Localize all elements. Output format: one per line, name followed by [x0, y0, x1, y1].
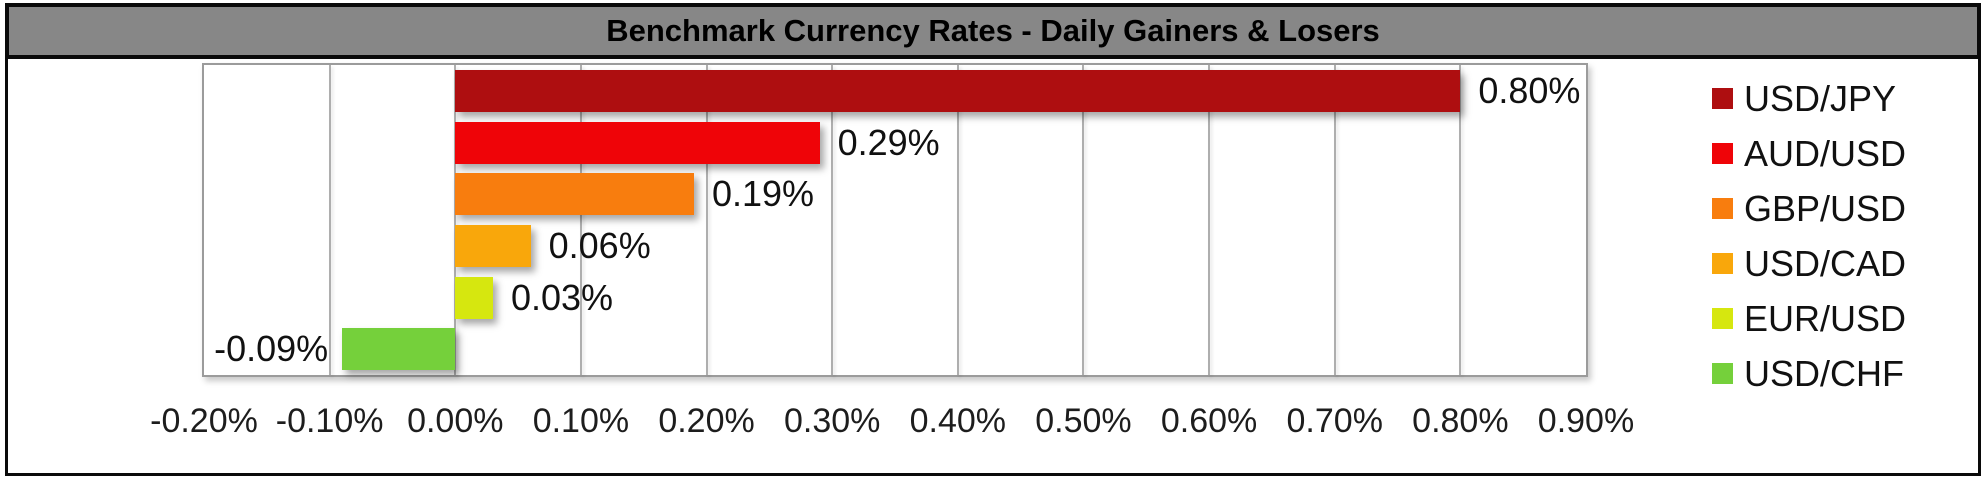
x-axis-tick-label: 0.90%: [1537, 402, 1635, 440]
x-axis-tick-label: 0.50%: [1035, 402, 1132, 440]
gridline: [1208, 65, 1211, 375]
gridline: [454, 65, 457, 375]
legend-item-aud-usd: AUD/USD: [1712, 126, 1906, 181]
gridline: [1082, 65, 1085, 375]
bar-value-label: 0.03%: [510, 276, 614, 318]
legend-swatch-icon: [1712, 88, 1733, 109]
legend-label: USD/JPY: [1744, 77, 1897, 119]
bar-value-label: 0.19%: [711, 173, 815, 215]
legend-label: GBP/USD: [1744, 187, 1907, 229]
chart-title-bar: Benchmark Currency Rates - Daily Gainers…: [5, 3, 1981, 59]
x-axis-tick-label: 0.60%: [1160, 402, 1258, 440]
legend-swatch-icon: [1712, 253, 1733, 274]
bar-value-label: 0.29%: [837, 121, 940, 163]
gridline: [1333, 65, 1336, 375]
legend-label: USD/CAD: [1744, 242, 1907, 284]
legend-item-usd-cad: USD/CAD: [1712, 236, 1906, 291]
bar-value-label: 0.06%: [548, 224, 651, 266]
bar-usd-cad: [455, 224, 531, 267]
bar-value-label: 0.80%: [1478, 69, 1581, 111]
legend: USD/JPY AUD/USD GBP/USD USD/CAD EUR/USD USD/C…: [1712, 71, 1906, 401]
x-axis-tick-label: 0.70%: [1286, 402, 1383, 440]
legend-swatch-icon: [1712, 198, 1733, 219]
x-axis-tick-label: 0.20%: [658, 402, 755, 440]
bar-usd-chf: [342, 328, 456, 371]
x-axis-tick-label: 0.00%: [407, 402, 504, 440]
x-axis-tick-label: -0.10%: [275, 402, 384, 440]
x-axis-tick-label: -0.20%: [150, 402, 258, 440]
gridline: [328, 65, 331, 375]
chart-title: Benchmark Currency Rates - Daily Gainers…: [606, 13, 1380, 48]
gridline: [579, 65, 582, 375]
x-axis-tick-label: 0.40%: [909, 402, 1007, 440]
legend-label: EUR/USD: [1744, 297, 1907, 339]
gridline: [956, 65, 959, 375]
gridline: [705, 65, 708, 375]
bar-aud-usd: [455, 121, 820, 164]
legend-swatch-icon: [1712, 363, 1733, 384]
bar-value-label: -0.09%: [214, 328, 329, 370]
legend-item-gbp-usd: GBP/USD: [1712, 181, 1906, 236]
gridline: [1459, 65, 1462, 375]
legend-swatch-icon: [1712, 143, 1733, 164]
plot-area: 0.80% 0.29% 0.19% 0.06% 0.03% -0.09%: [202, 63, 1588, 377]
legend-item-usd-jpy: USD/JPY: [1712, 71, 1906, 126]
bar-usd-jpy: [455, 69, 1461, 112]
bar-gbp-usd: [455, 173, 694, 216]
x-axis-tick-label: 0.10%: [532, 402, 630, 440]
legend-label: USD/CHF: [1744, 352, 1904, 394]
bar-eur-usd: [455, 276, 493, 319]
legend-label: AUD/USD: [1744, 132, 1907, 174]
x-axis-tick-label: 0.30%: [783, 402, 881, 440]
legend-swatch-icon: [1712, 308, 1733, 329]
legend-item-usd-chf: USD/CHF: [1712, 346, 1906, 401]
legend-item-eur-usd: EUR/USD: [1712, 291, 1906, 346]
gridline: [831, 65, 834, 375]
x-axis-tick-label: 0.80%: [1412, 402, 1509, 440]
